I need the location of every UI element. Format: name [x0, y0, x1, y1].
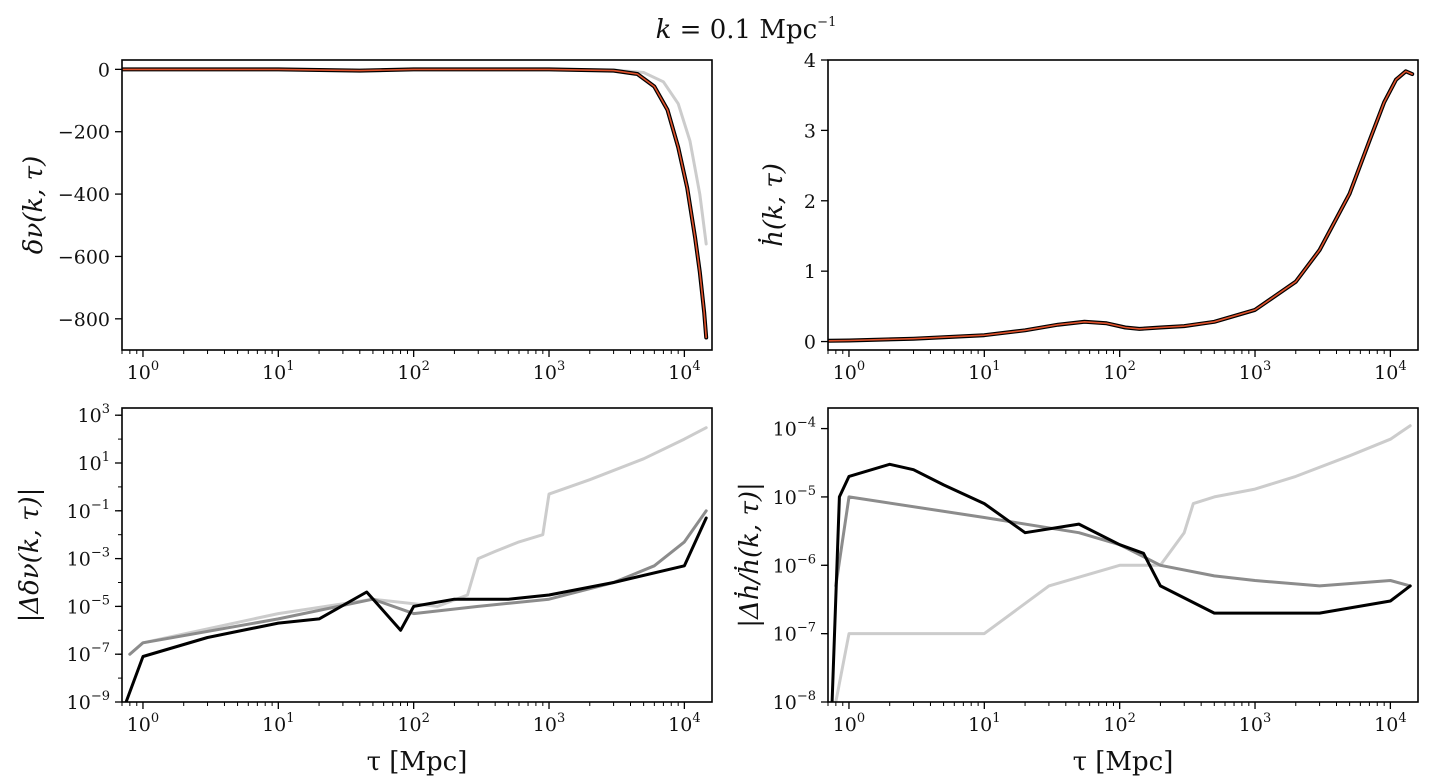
y-axis-label: ḣ(k, τ)	[758, 163, 789, 247]
y-tick-label: 10−6	[773, 552, 816, 577]
x-tick-label: 104	[668, 711, 700, 736]
x-tick-label: 103	[533, 359, 565, 384]
y-tick-label: 10−7	[773, 621, 816, 646]
x-tick-label: 101	[968, 711, 1000, 736]
x-tick-label: 103	[533, 711, 565, 736]
x-tick-label: 101	[262, 359, 294, 384]
y-axis-label: |Δḣ/ḣ(k, τ)|	[734, 482, 765, 628]
y-tick-label: 2	[804, 191, 816, 213]
x-axis-label: τ [Mpc]	[1073, 747, 1174, 777]
x-tick-label: 100	[127, 359, 159, 384]
y-axis-label: δν(k, τ)	[19, 156, 49, 254]
axes-frame	[121, 407, 713, 703]
y-tick-label: −600	[58, 246, 110, 268]
y-tick-label: −800	[58, 309, 110, 331]
axes-frame	[827, 59, 1419, 351]
x-tick-label: 100	[127, 711, 159, 736]
x-axis-label: τ [Mpc]	[367, 747, 468, 777]
x-tick-label: 100	[833, 711, 865, 736]
panel-delta_nu: 100 101 102 103 104 0 −200 −400 −600 −800 δν(k, τ)	[19, 59, 713, 384]
x-tick-label: 102	[1103, 711, 1135, 736]
y-tick-label: 3	[804, 120, 816, 142]
x-tick-label: 102	[1103, 359, 1135, 384]
series-line-light	[834, 424, 1412, 702]
y-tick-label: 4	[804, 50, 816, 72]
plot-area	[124, 426, 708, 702]
y-tick-label: 0	[804, 332, 816, 354]
series-line-black	[124, 516, 708, 702]
y-tick-label: −400	[58, 184, 110, 206]
series-line-mid	[128, 509, 708, 656]
series-line-mid	[834, 495, 1412, 588]
y-tick-label: 10−1	[67, 498, 110, 523]
y-tick-label: 10−4	[773, 416, 816, 441]
x-tick-label: 104	[1374, 711, 1406, 736]
y-tick-label: 1	[804, 261, 816, 283]
y-tick-label: 10−5	[67, 593, 110, 618]
series-line-main	[828, 69, 1415, 343]
y-tick-label: 0	[98, 59, 110, 81]
x-tick-label: 102	[397, 359, 429, 384]
series-line-black	[830, 462, 1412, 702]
y-tick-label: 10−3	[67, 546, 110, 571]
panel-abs_delta_nu: 100 101 102 103 104 10−9 10−7 10−5 10−3 10−1 101 10…	[15, 402, 713, 777]
series-line-main	[122, 67, 709, 340]
panel-hdot: 100 101 102 103 104 0 1 2 3 4 ḣ(k, τ)	[758, 50, 1419, 384]
series-line-main-inner	[122, 68, 708, 339]
x-tick-label: 104	[1374, 359, 1406, 384]
plot-area	[122, 67, 709, 340]
figure-title: k = 0.1 Mpc−1	[656, 15, 837, 45]
axes-frame	[121, 59, 713, 351]
x-tick-label: 101	[262, 711, 294, 736]
y-tick-label: 10−7	[67, 641, 110, 666]
series-line-ref	[122, 67, 708, 246]
x-tick-label: 103	[1239, 711, 1271, 736]
axes-frame	[827, 407, 1419, 703]
x-tick-label: 104	[668, 359, 700, 384]
y-axis-label: |Δδν(k, τ)|	[15, 488, 45, 623]
panel-rel_hdot: 100 101 102 103 104 10−8 10−7 10−6 10−5 10−4 |Δḣ/ḣ…	[734, 407, 1419, 777]
x-tick-label: 100	[833, 359, 865, 384]
x-tick-label: 102	[397, 711, 429, 736]
x-tick-label: 103	[1239, 359, 1271, 384]
y-tick-label: 103	[78, 402, 110, 427]
y-tick-label: 10−9	[67, 689, 110, 714]
y-tick-label: 10−8	[773, 689, 816, 714]
y-tick-label: 101	[78, 450, 110, 475]
y-tick-label: 10−5	[773, 484, 816, 509]
y-tick-label: −200	[58, 122, 110, 144]
plot-area	[828, 69, 1415, 343]
series-line-light	[128, 426, 708, 656]
x-tick-label: 101	[968, 359, 1000, 384]
plot-area	[830, 424, 1412, 702]
series-line-main-inner	[828, 70, 1413, 342]
